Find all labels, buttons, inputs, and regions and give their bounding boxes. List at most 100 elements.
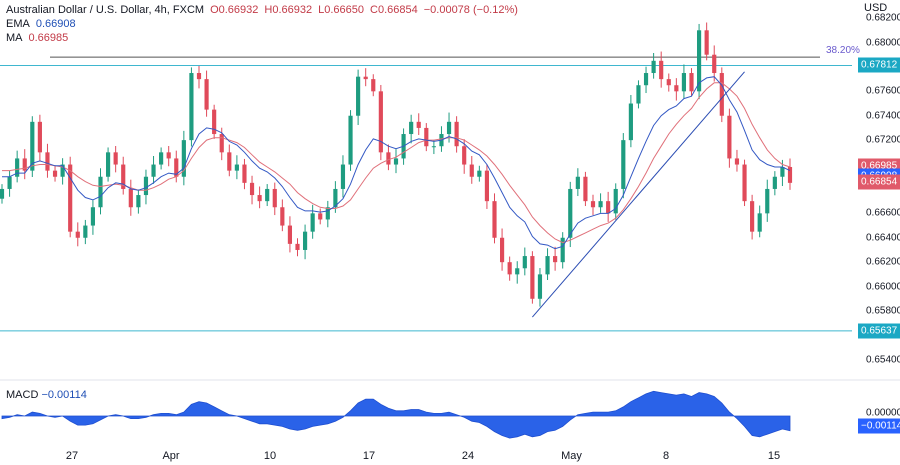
candle-body	[128, 188, 133, 208]
candle-body	[750, 201, 755, 232]
candle-body	[469, 164, 474, 177]
candle-body	[234, 164, 239, 171]
chart-legend: Australian Dollar / U.S. Dollar, 4h, FXC…	[6, 3, 518, 45]
candle-body	[492, 201, 497, 238]
macd-value: −0.00114	[41, 389, 87, 401]
candle-body	[151, 164, 156, 177]
candle-body	[674, 85, 679, 92]
candle-body	[765, 188, 770, 214]
y-tick-label: 0.68200	[866, 12, 900, 24]
candle-body	[105, 152, 111, 177]
candle-body	[431, 146, 436, 148]
x-tick-label: 10	[263, 450, 277, 462]
candle-body	[174, 158, 179, 177]
ma-label: MA	[6, 32, 23, 44]
y-tick-label: 0.65400	[866, 354, 900, 366]
ema-series-line	[2, 76, 791, 250]
candle-body	[143, 176, 149, 196]
y-tick-label: 0.67200	[866, 134, 900, 146]
candle-body	[340, 164, 346, 189]
candle-body	[227, 152, 232, 171]
macd-histogram-area	[1, 390, 791, 439]
ema-label: EMA	[6, 18, 30, 30]
candle-body	[477, 170, 482, 177]
candle-body	[280, 207, 285, 226]
candle-body	[287, 225, 293, 244]
candle-body	[651, 60, 656, 74]
candle-body	[318, 213, 323, 220]
x-tick-label: 24	[461, 450, 475, 462]
candle-body	[83, 225, 88, 238]
candle-body	[30, 121, 35, 171]
candle-body	[446, 121, 452, 135]
candle-body	[98, 176, 103, 208]
macd-axis-tick: 0.00000	[866, 407, 900, 419]
candle-body	[704, 30, 709, 55]
candle-body	[249, 182, 255, 196]
candle-body	[272, 188, 277, 208]
candle-body	[560, 237, 565, 263]
candle-body	[681, 73, 687, 92]
candle-body	[45, 152, 50, 171]
candle-body	[68, 164, 73, 232]
candle-body	[553, 256, 558, 263]
candle-body	[613, 188, 618, 214]
candle-body	[90, 207, 96, 226]
price-label-badge: 0.65637	[858, 323, 900, 339]
candle-body	[333, 188, 338, 208]
candle-body	[628, 103, 633, 141]
candle-body	[454, 121, 459, 147]
candle-body	[409, 121, 414, 135]
open-value: O0.66932	[210, 4, 259, 16]
candle-body	[590, 201, 596, 208]
candle-body	[575, 176, 580, 189]
candle-body	[265, 188, 270, 202]
macd-label: MACD	[6, 389, 39, 401]
candle-body	[742, 164, 747, 202]
candle-body	[416, 121, 421, 128]
candle-body	[371, 79, 376, 92]
macd-area	[0, 379, 900, 439]
candle-body	[159, 152, 164, 165]
candle-body	[462, 146, 467, 165]
candle-body	[325, 207, 330, 220]
candle-body	[189, 73, 194, 141]
high-value: H0.66932	[264, 4, 313, 16]
candle-body	[113, 152, 118, 165]
candle-body	[121, 164, 126, 189]
candle-body	[52, 170, 58, 177]
horizontal-levels	[0, 64, 852, 332]
x-tick-label: 8	[662, 450, 670, 462]
candle-body	[787, 166, 793, 183]
symbol-title: Australian Dollar / U.S. Dollar, 4h, FXC…	[6, 4, 205, 16]
candle-body	[204, 79, 209, 110]
candle-body	[7, 176, 12, 189]
candle-body	[507, 262, 512, 275]
candle-body	[757, 213, 762, 232]
currency-label: USD	[864, 2, 888, 14]
x-tick-label: Apr	[162, 450, 180, 462]
candle-body	[302, 231, 308, 250]
candle-body	[568, 188, 573, 238]
candle-body	[727, 115, 732, 159]
candles	[0, 22, 793, 307]
candle-body	[499, 237, 505, 263]
candle-body	[242, 164, 247, 183]
candle-body	[734, 158, 740, 165]
macd-legend: MACD −0.00114	[6, 389, 87, 401]
candle-body	[530, 256, 535, 299]
candle-body	[537, 274, 543, 299]
ma-series-line	[2, 82, 791, 244]
candle-body	[636, 85, 641, 104]
candle-body	[295, 243, 300, 250]
candle-body	[60, 164, 65, 177]
candle-body	[378, 91, 383, 153]
y-tick-label: 0.67600	[866, 85, 900, 97]
candle-body	[363, 76, 368, 80]
candle-body	[348, 115, 353, 165]
y-tick-label: 0.66200	[866, 256, 900, 268]
candle-body	[356, 76, 361, 116]
ma-value: 0.66985	[28, 32, 69, 44]
candle-body	[424, 127, 429, 147]
